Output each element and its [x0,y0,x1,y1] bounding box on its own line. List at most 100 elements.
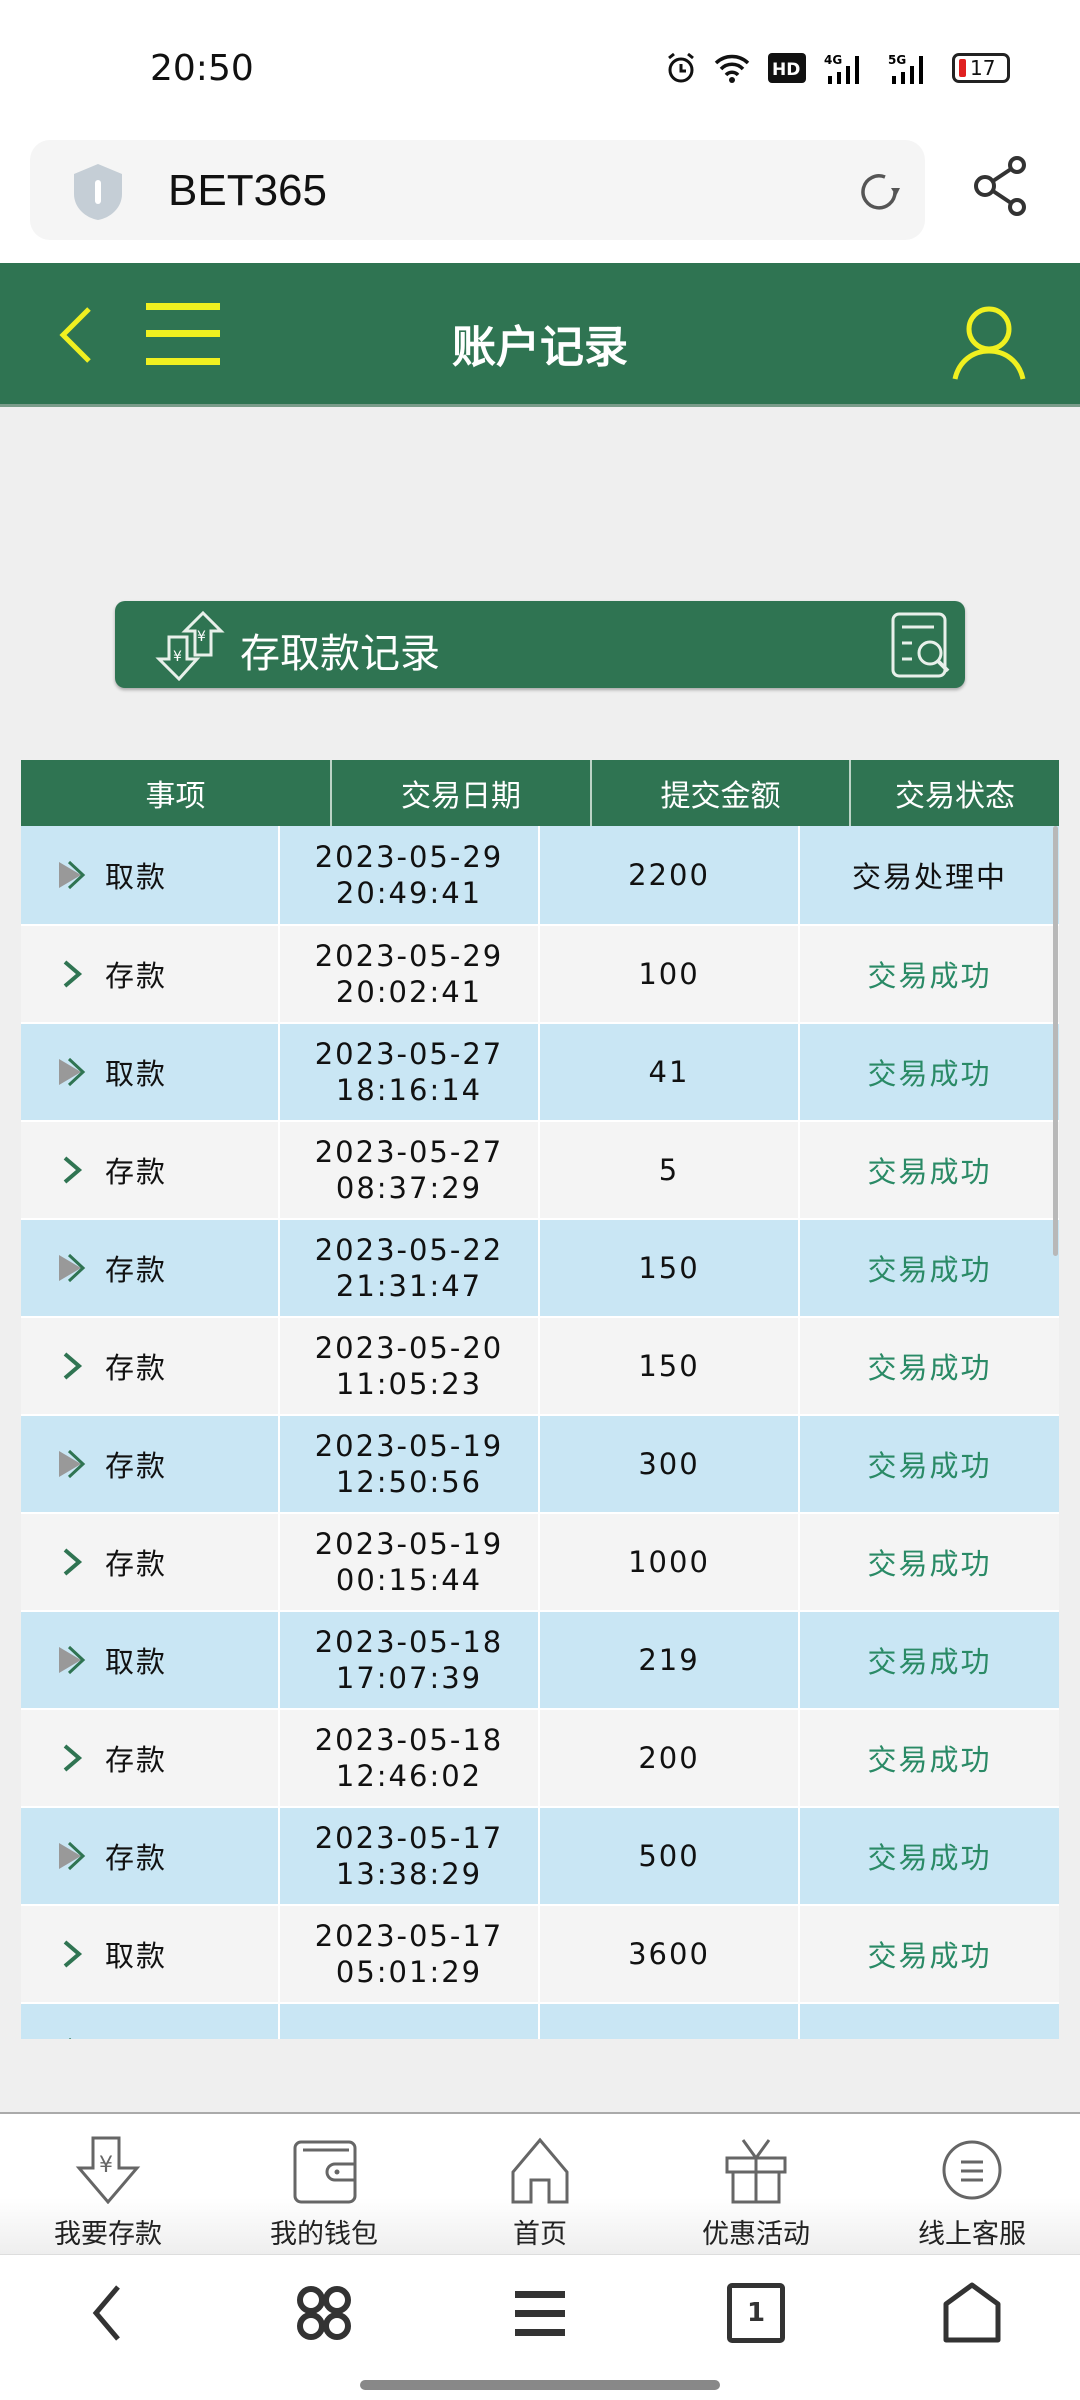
cell-status: 交易成功 [867,1841,992,1875]
time: 11:05:23 [335,1367,483,1401]
menu-icon[interactable] [515,2288,565,2338]
table-row[interactable]: 取款 2023-05-27 18:16:14 41 交易成功 [21,1022,1059,1120]
cell-amount: 300 [540,1416,800,1512]
gesture-bar[interactable] [360,2380,720,2390]
time: 17:07:39 [335,1661,483,1695]
table-row[interactable]: 取款 2023-05-17 05:01:29 3600 交易成功 [21,1904,1059,2002]
user-icon[interactable] [952,305,1026,381]
item-type: 取款 [105,1057,168,1091]
cell-status: 交易成功 [867,1645,992,1679]
cell-item: 存款 [21,926,280,1022]
table-row[interactable]: 存款 2023-05-19 00:15:44 1000 交易成功 [21,1512,1059,1610]
clock: 20:50 [150,48,254,89]
row-chevron-icon [63,1940,83,1968]
time: 12:50:56 [335,1465,483,1499]
svg-text:5G: 5G [888,53,906,67]
nav-label: 优惠活动 [702,2219,810,2250]
cell-status: 交易成功 [867,1155,992,1189]
time: 00:15:44 [335,1563,483,1597]
nav-support[interactable]: 线上客服 [864,2114,1080,2254]
wifi-icon [714,54,750,83]
battery-level: 17 [970,56,996,80]
row-arrow-icon [59,1841,86,1871]
search-document-icon[interactable] [890,611,956,679]
nav-label: 我的钱包 [270,2219,378,2250]
cell-status [800,2004,1059,2039]
date: 2023-05-22 [314,1233,504,1267]
menu-icon[interactable] [146,303,220,365]
date: 2023-05-18 [314,1723,504,1757]
url-text[interactable]: BET365 [168,166,327,215]
item-type: 取款 [105,860,168,894]
item-type: 取款 [105,1939,168,1973]
date: 2023-05-27 [314,1135,504,1169]
cell-amount: 219 [540,1612,800,1708]
battery-icon: 17 [952,53,1010,83]
date: 2023-05-17 [314,1919,504,1953]
row-arrow-icon [59,1057,86,1087]
nav-promotions[interactable]: 优惠活动 [648,2114,864,2254]
nav-label: 线上客服 [918,2219,1026,2250]
row-arrow-icon [59,1645,86,1675]
svg-text:¥: ¥ [197,629,206,645]
back-icon[interactable] [55,305,95,363]
cell-date: 2023-05-29 20:02:41 [280,926,540,1022]
svg-text:¥: ¥ [173,649,182,665]
item-type: 存款 [105,1449,168,1483]
tab-count: 1 [746,2297,766,2328]
tabs-button[interactable]: 1 [648,2255,864,2400]
tabs-icon[interactable]: 1 [727,2282,785,2343]
cell-amount: 5 [540,1122,800,1218]
table-row[interactable]: 存款 2023-05-17 13:38:29 500 交易成功 [21,1806,1059,1904]
cell-item: 取款 [21,1906,280,2002]
cell-date: 2023-05-17 13:38:29 [280,1808,540,1904]
date: 2023-05-20 [314,1331,504,1365]
cell-amount: 150 [540,1318,800,1414]
share-icon[interactable] [972,155,1030,217]
table-row[interactable]: 取款 2023-05-29 20:49:41 2200 交易处理中 [21,826,1059,924]
table-row[interactable]: 存款 2023-05-22 21:31:47 150 交易成功 [21,1218,1059,1316]
table-row[interactable]: 存款 2023-05-18 12:46:02 200 交易成功 [21,1708,1059,1806]
4g-signal-icon: 4G [824,53,859,84]
deposit-withdraw-record-button[interactable]: ¥ ¥ 存取款记录 [115,601,965,688]
column-header-amount: 提交金额 [592,760,851,826]
address-bar[interactable]: BET365 [30,140,925,240]
table-scrollbar[interactable] [1053,826,1058,1256]
cell-amount: 41 [540,1024,800,1120]
table-row[interactable]: 取款 2023-05-18 17:07:39 219 交易成功 [21,1610,1059,1708]
time: 05:01:29 [335,1955,483,1989]
apps-icon[interactable] [294,2283,354,2343]
table-row[interactable]: 存款 2023-05-27 08:37:29 5 交易成功 [21,1120,1059,1218]
column-header-status: 交易状态 [895,779,1015,814]
cell-status: 交易成功 [867,1547,992,1581]
home-icon[interactable] [942,2282,1002,2344]
reload-icon[interactable] [855,168,903,216]
nav-wallet[interactable]: 我的钱包 [216,2114,432,2254]
time: 21:31:47 [335,1269,483,1303]
table-row[interactable]: 存款 2023-05-20 11:05:23 150 交易成功 [21,1316,1059,1414]
nav-home[interactable]: 首页 [432,2114,648,2254]
item-type: 存款 [105,959,168,993]
time: 08:37:29 [335,1171,483,1205]
cell-date: 2023-05-17 [280,2004,540,2039]
item-type: 存款 [105,1547,168,1581]
row-chevron-icon [63,1548,83,1576]
cell-date: 2023-05-27 18:16:14 [280,1024,540,1120]
cell-date: 2023-05-20 11:05:23 [280,1318,540,1414]
home-icon [511,2137,569,2204]
back-icon[interactable] [88,2283,128,2343]
shield-icon[interactable] [70,162,126,222]
cell-item [21,2004,280,2039]
support-icon [942,2140,1002,2200]
table-row[interactable]: 存款 2023-05-19 12:50:56 300 交易成功 [21,1414,1059,1512]
nav-deposit[interactable]: ¥ 我要存款 [0,2114,216,2254]
5g-signal-icon: 5G [888,53,923,84]
cell-amount: 150 [540,1220,800,1316]
table-row[interactable]: 存款 2023-05-29 20:02:41 100 交易成功 [21,924,1059,1022]
table-row[interactable]: 2023-05-17 [21,2002,1059,2039]
alarm-icon [668,52,694,83]
column-header-date: 交易日期 [332,760,592,826]
cell-item: 取款 [21,826,280,924]
transaction-table[interactable]: 取款 2023-05-29 20:49:41 2200 交易处理中 存款 2023-… [21,826,1059,2039]
status-bar: 20:50 HD 4G 5G 17 [0,0,1080,135]
